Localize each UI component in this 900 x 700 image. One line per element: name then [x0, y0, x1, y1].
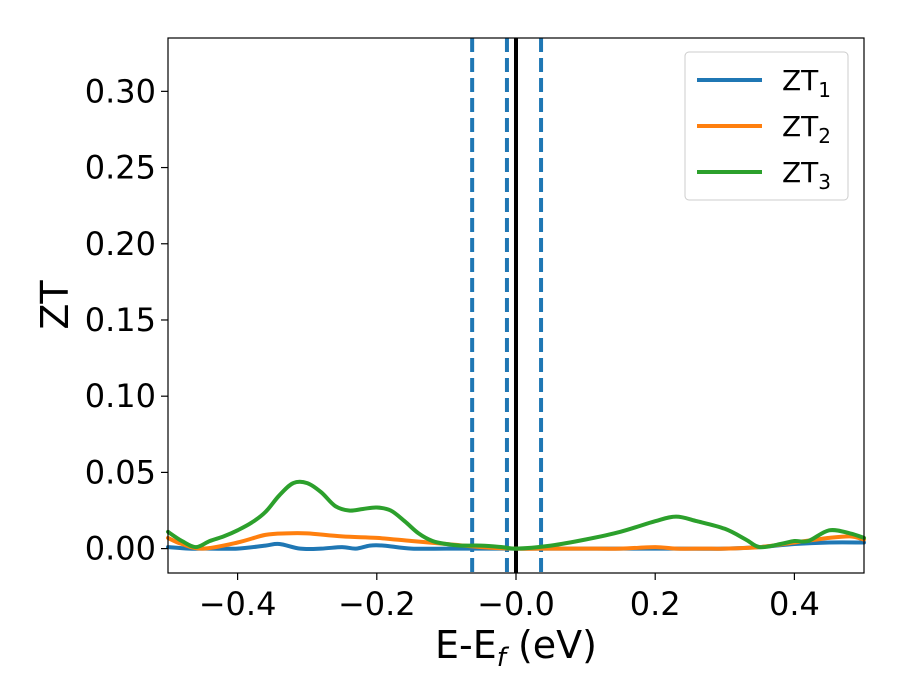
y-tick-label: 0.30 [85, 72, 156, 110]
x-tick-label: 0.2 [630, 585, 681, 623]
y-tick-label: 0.00 [85, 530, 156, 568]
x-tick-label: −0.2 [338, 585, 416, 623]
y-tick-label: 0.25 [85, 149, 156, 187]
y-tick-label: 0.20 [85, 225, 156, 263]
y-tick-label: 0.05 [85, 453, 156, 491]
x-tick-label: −0.4 [199, 585, 277, 623]
legend: ZT1 ZT2 ZT3 [684, 51, 849, 201]
series-line-zt3 [166, 479, 866, 551]
y-axis-label: ZT [33, 280, 77, 330]
x-axis-label-unit: (eV) [506, 623, 597, 667]
y-tick-label: 0.15 [85, 301, 156, 339]
legend-label-zt2: ZT2 [782, 110, 831, 148]
legend-label-zt1: ZT1 [782, 64, 831, 102]
x-tick-label: −0.0 [477, 585, 555, 623]
legend-box [684, 51, 849, 201]
y-axis-ticks: 0.00 0.05 0.10 0.15 0.20 0.25 0.30 [85, 72, 168, 568]
series-lines [166, 479, 866, 552]
x-tick-label: 0.4 [769, 585, 820, 623]
legend-label-zt3: ZT3 [782, 156, 831, 194]
x-axis-label: E-Ef (eV) [435, 623, 597, 673]
reference-lines [470, 38, 544, 573]
y-tick-label: 0.10 [85, 377, 156, 415]
x-axis-ticks: −0.4 −0.2 −0.0 0.2 0.4 [199, 573, 820, 623]
